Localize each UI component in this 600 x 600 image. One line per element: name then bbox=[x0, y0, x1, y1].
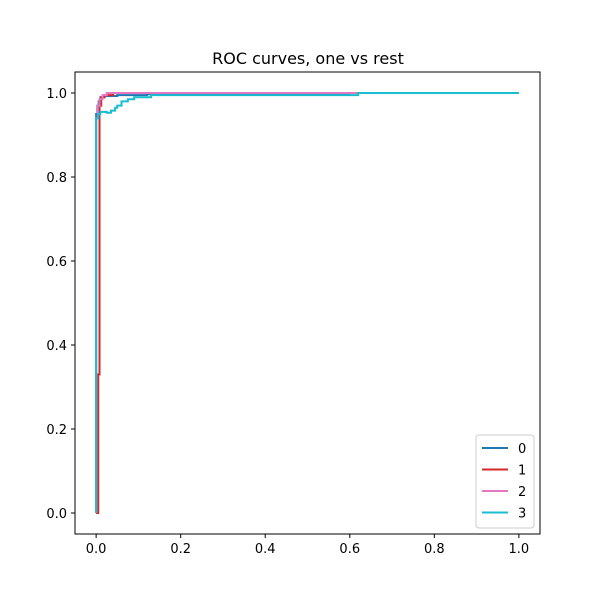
x-tick-label: 0.0 bbox=[86, 542, 107, 557]
y-tick-label: 1.0 bbox=[46, 87, 67, 102]
series-line-3 bbox=[95, 92, 519, 513]
x-tick-label: 0.6 bbox=[339, 542, 360, 557]
y-tick-label: 0.6 bbox=[46, 255, 67, 270]
legend-label-0: 0 bbox=[518, 442, 526, 457]
x-tick-label: 0.4 bbox=[255, 542, 276, 557]
legend-label-3: 3 bbox=[518, 507, 526, 522]
x-tick-label: 0.8 bbox=[424, 542, 445, 557]
y-tick-label: 0.4 bbox=[46, 339, 67, 354]
series-line-1 bbox=[96, 92, 519, 514]
x-tick-label: 1.0 bbox=[509, 542, 530, 557]
legend-label-2: 2 bbox=[518, 485, 526, 500]
axis-ticks: 0.0 0.2 0.4 0.6 0.8 1.0 0.0 0.2 0.4 0.6 0.8 1.0 bbox=[46, 87, 529, 557]
legend: 0 1 2 3 bbox=[475, 434, 535, 529]
axes-frame bbox=[74, 71, 541, 535]
y-tick-label: 0.2 bbox=[46, 423, 67, 438]
legend-box bbox=[475, 434, 535, 529]
y-tick-label: 0.0 bbox=[46, 507, 67, 522]
x-tick-label: 0.2 bbox=[170, 542, 191, 557]
legend-label-1: 1 bbox=[518, 464, 526, 479]
chart-title: ROC curves, one vs rest bbox=[212, 49, 404, 68]
plot-area bbox=[95, 92, 519, 514]
y-tick-label: 0.8 bbox=[46, 171, 67, 186]
